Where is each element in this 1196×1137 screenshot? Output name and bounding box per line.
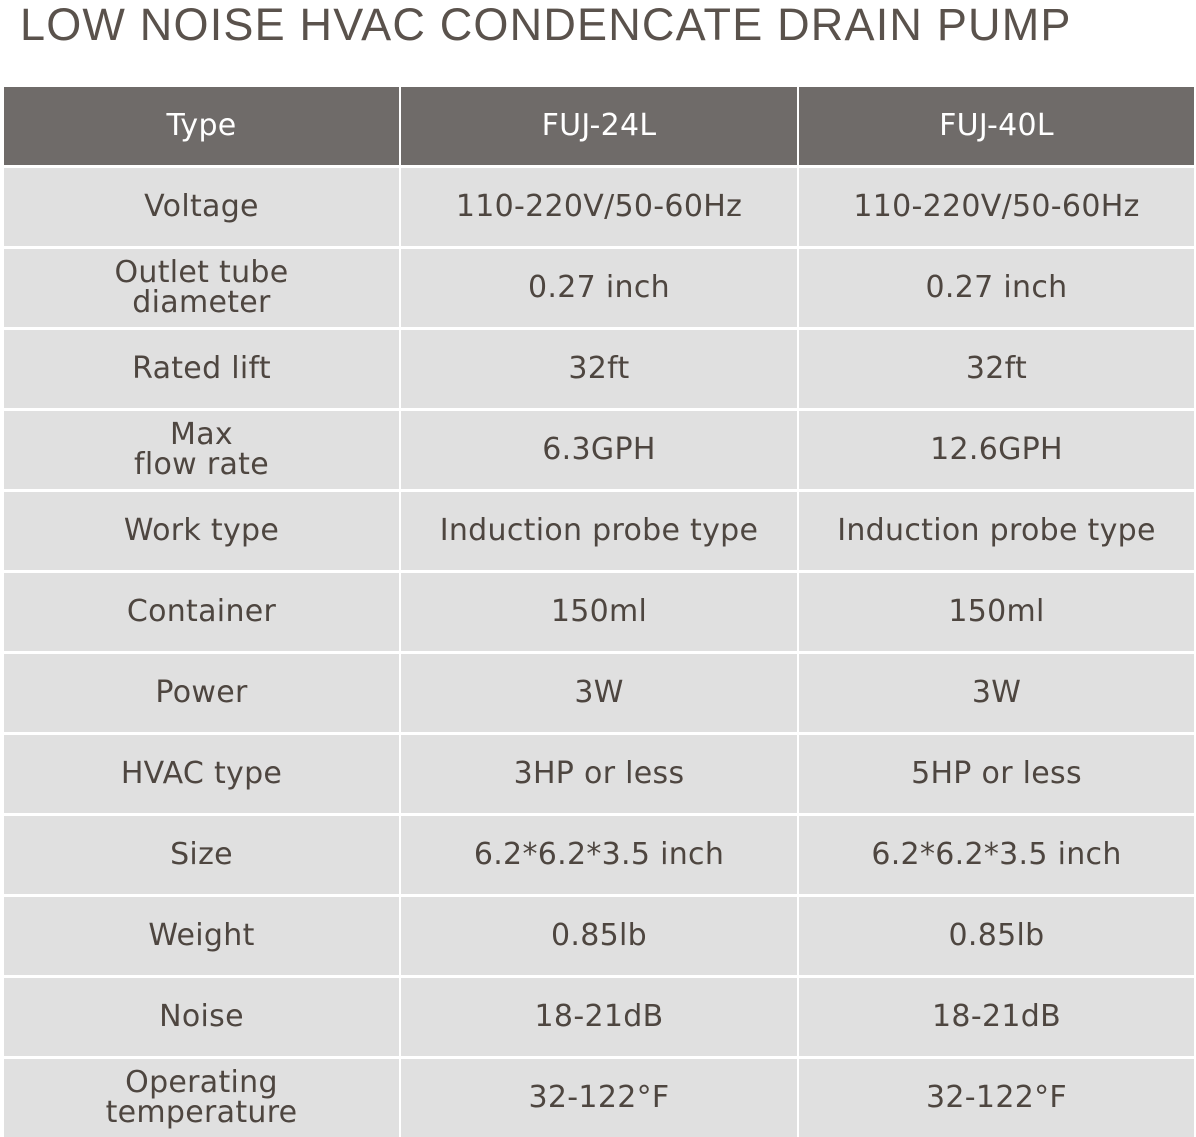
header-fuj-40l: FUJ-40L	[799, 87, 1194, 165]
header-type: Type	[4, 87, 399, 165]
cell-operating-temp-fuj-24l: 32-122°F	[401, 1059, 797, 1137]
cell-container-fuj-24l: 150ml	[401, 573, 797, 651]
row-label-operating-temperature: Operating temperature	[4, 1059, 399, 1137]
row-label-size: Size	[4, 816, 399, 894]
cell-outlet-fuj-24l: 0.27 inch	[401, 249, 797, 327]
cell-weight-fuj-24l: 0.85lb	[401, 897, 797, 975]
cell-noise-fuj-24l: 18-21dB	[401, 978, 797, 1056]
row-label-noise: Noise	[4, 978, 399, 1056]
cell-max-flow-fuj-40l: 12.6GPH	[799, 411, 1194, 489]
header-fuj-24l: FUJ-24L	[401, 87, 797, 165]
row-label-work-type: Work type	[4, 492, 399, 570]
cell-container-fuj-40l: 150ml	[799, 573, 1194, 651]
cell-noise-fuj-40l: 18-21dB	[799, 978, 1194, 1056]
row-label-container: Container	[4, 573, 399, 651]
row-label-max-flow-rate: Max flow rate	[4, 411, 399, 489]
cell-hvac-type-fuj-40l: 5HP or less	[799, 735, 1194, 813]
cell-size-fuj-24l: 6.2*6.2*3.5 inch	[401, 816, 797, 894]
cell-work-type-fuj-40l: Induction probe type	[799, 492, 1194, 570]
row-label-hvac-type: HVAC type	[4, 735, 399, 813]
page-title: LOW NOISE HVAC CONDENCATE DRAIN PUMP	[20, 0, 1072, 50]
spec-table: Type FUJ-24L FUJ-40L Voltage 110-220V/50…	[4, 87, 1194, 1137]
cell-hvac-type-fuj-24l: 3HP or less	[401, 735, 797, 813]
cell-operating-temp-fuj-40l: 32-122°F	[799, 1059, 1194, 1137]
row-label-rated-lift: Rated lift	[4, 330, 399, 408]
row-label-power: Power	[4, 654, 399, 732]
cell-power-fuj-40l: 3W	[799, 654, 1194, 732]
cell-rated-lift-fuj-24l: 32ft	[401, 330, 797, 408]
cell-size-fuj-40l: 6.2*6.2*3.5 inch	[799, 816, 1194, 894]
cell-voltage-fuj-40l: 110-220V/50-60Hz	[799, 168, 1194, 246]
cell-power-fuj-24l: 3W	[401, 654, 797, 732]
cell-weight-fuj-40l: 0.85lb	[799, 897, 1194, 975]
row-label-outlet-tube-diameter: Outlet tube diameter	[4, 249, 399, 327]
row-label-weight: Weight	[4, 897, 399, 975]
cell-rated-lift-fuj-40l: 32ft	[799, 330, 1194, 408]
row-label-voltage: Voltage	[4, 168, 399, 246]
cell-max-flow-fuj-24l: 6.3GPH	[401, 411, 797, 489]
cell-work-type-fuj-24l: Induction probe type	[401, 492, 797, 570]
cell-voltage-fuj-24l: 110-220V/50-60Hz	[401, 168, 797, 246]
cell-outlet-fuj-40l: 0.27 inch	[799, 249, 1194, 327]
